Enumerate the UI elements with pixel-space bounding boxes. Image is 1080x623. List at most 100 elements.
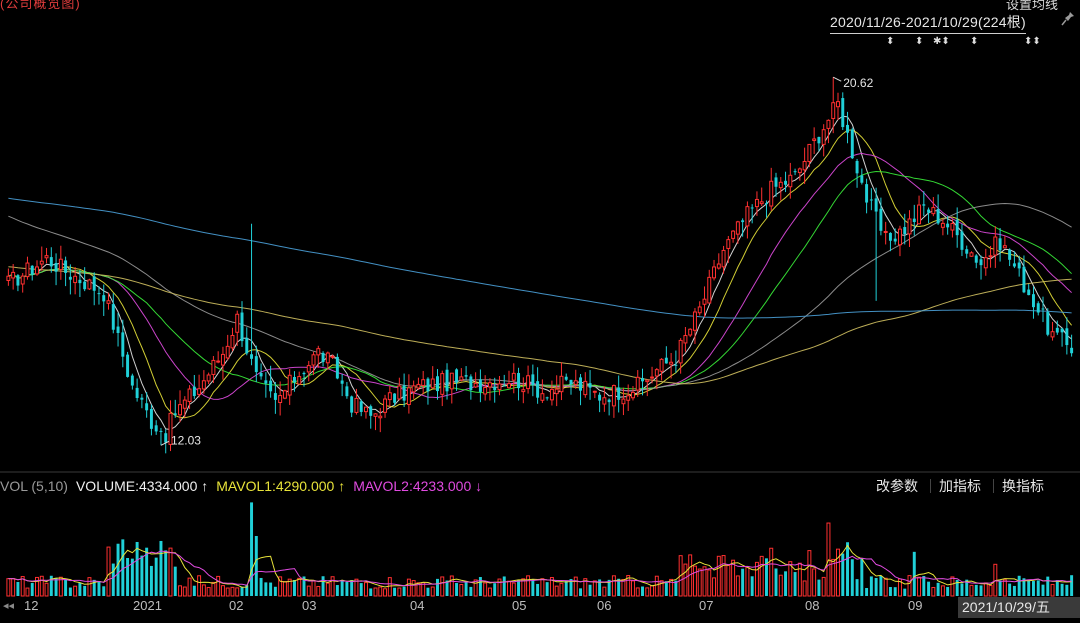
indicator-name[interactable]: VOL (5,10) xyxy=(0,478,68,494)
volume-bar xyxy=(526,575,531,597)
candle-body xyxy=(359,401,363,412)
candle-body xyxy=(946,223,950,228)
volume-bar xyxy=(922,576,926,596)
volume-bar xyxy=(650,585,655,597)
volume-bar xyxy=(754,561,759,597)
scroll-left-icon[interactable]: ◂◂ xyxy=(3,600,15,612)
volume-value: VOLUME:4334.000 ↑ xyxy=(75,478,209,494)
range-marker[interactable]: ✱⬍ xyxy=(933,36,950,47)
volume-bar xyxy=(182,586,187,597)
volume-bar xyxy=(201,584,206,597)
candle-body xyxy=(988,255,993,258)
volume-bar xyxy=(83,585,87,596)
volume-bar xyxy=(345,581,349,596)
candle-body xyxy=(140,397,144,400)
candle-body xyxy=(788,174,793,188)
volume-bar xyxy=(73,585,78,597)
candle-body xyxy=(211,359,216,375)
candle-body xyxy=(1041,308,1045,310)
modify-params-button[interactable]: 改参数 xyxy=(876,478,918,494)
volume-bar xyxy=(216,575,221,597)
candle-body xyxy=(378,415,383,419)
range-marker[interactable]: ⬍ xyxy=(970,36,979,47)
ma10-line xyxy=(8,129,1072,419)
date-range-selector[interactable]: 2020/11/26-2021/10/29(224根) xyxy=(830,12,1026,34)
range-marker[interactable]: ⬍⬍ xyxy=(1024,36,1041,47)
volume-bar xyxy=(769,547,774,597)
candle-body xyxy=(449,372,454,390)
volume-bar xyxy=(511,582,516,597)
candle-body xyxy=(306,365,311,373)
candle-body xyxy=(335,356,339,379)
volume-bar xyxy=(831,558,836,597)
current-date-tag: 2021/10/29/五 xyxy=(958,597,1080,618)
candle-body xyxy=(168,412,173,445)
candle-body xyxy=(931,207,936,215)
volume-bar xyxy=(865,588,869,596)
volume-bar xyxy=(617,578,621,596)
ma30-line xyxy=(8,170,1072,394)
candle-body xyxy=(302,372,306,375)
range-marker[interactable]: ⬍ xyxy=(915,36,924,47)
volume-bar xyxy=(354,578,359,597)
candle-body xyxy=(846,124,850,133)
volume-bar xyxy=(683,563,688,597)
candle-body xyxy=(893,238,897,242)
candle-body xyxy=(487,382,492,388)
volume-bar xyxy=(30,582,34,596)
volume-bar xyxy=(206,587,211,597)
candle-body xyxy=(645,379,650,383)
candle-body xyxy=(517,372,521,389)
volume-bar xyxy=(35,576,39,597)
volume-bar xyxy=(197,575,202,597)
mavol2-value: MAVOL2:4233.000 ↓ xyxy=(353,478,483,494)
candle-body xyxy=(64,260,68,273)
volume-bar xyxy=(1012,585,1016,596)
month-label: 12 xyxy=(24,598,39,613)
volume-bar xyxy=(259,577,263,596)
month-label: 06 xyxy=(597,598,612,613)
candle-body xyxy=(373,413,378,417)
candle-body xyxy=(707,276,712,304)
candle-body xyxy=(145,403,149,411)
add-indicator-button[interactable]: 加指标 xyxy=(939,478,981,494)
candle-body xyxy=(97,293,101,295)
candle-body xyxy=(812,138,817,141)
candle-body xyxy=(6,275,11,281)
annotation-leader xyxy=(832,76,842,82)
volume-bar xyxy=(302,576,306,596)
candle-body xyxy=(321,352,325,363)
volume-bar xyxy=(983,582,988,597)
volume-bar xyxy=(592,580,597,597)
volume-bar xyxy=(1031,581,1035,596)
candle-body xyxy=(20,275,25,285)
candle-body xyxy=(731,230,736,239)
ma120-line xyxy=(8,266,1072,385)
candle-body xyxy=(383,398,388,413)
candle-body xyxy=(273,393,277,400)
volume-bar xyxy=(264,582,268,596)
volume-bar xyxy=(741,568,745,596)
volume-bar xyxy=(187,577,192,597)
candle-body xyxy=(860,175,864,183)
candle-body xyxy=(311,354,316,366)
switch-indicator-button[interactable]: 换指标 xyxy=(1002,478,1044,494)
candle-body xyxy=(493,386,497,391)
volume-bar xyxy=(507,580,511,597)
candle-body xyxy=(406,387,411,405)
volume-bar xyxy=(936,582,940,596)
ma5-line xyxy=(8,115,1072,431)
candle-body xyxy=(330,355,335,358)
set-moving-average-link[interactable]: 设置均线 xyxy=(1005,0,1058,12)
range-marker[interactable]: ⬍ xyxy=(886,36,895,47)
volume-bar xyxy=(168,547,173,597)
volume-bar xyxy=(406,578,411,597)
candle-body xyxy=(264,380,268,384)
ma250-line xyxy=(8,197,1072,319)
candle-body xyxy=(683,335,688,344)
pin-icon[interactable] xyxy=(1061,11,1075,27)
candle-body xyxy=(259,372,263,377)
candle-body xyxy=(483,387,488,395)
